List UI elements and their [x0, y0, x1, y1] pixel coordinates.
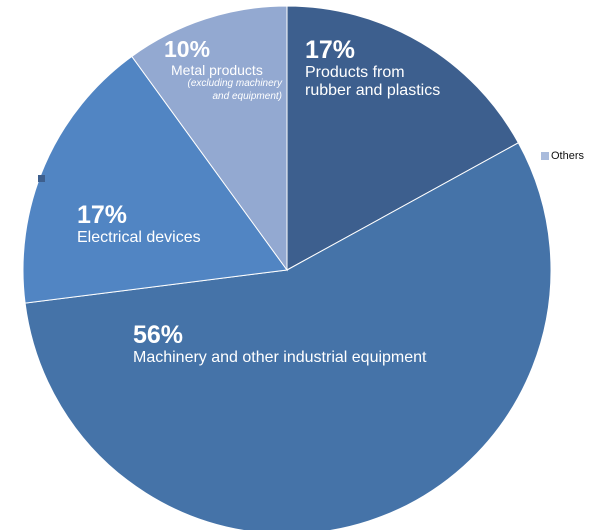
- slice-percent-rubber-plastics: 17%: [305, 36, 356, 64]
- slice-category-rubber-plastics-line1: Products from: [305, 64, 405, 81]
- slice-percent-metal-products: 10%: [164, 36, 211, 62]
- slice-percent-machinery: 56%: [133, 321, 184, 349]
- legend-marker: [38, 175, 45, 182]
- legend: Others: [541, 150, 584, 162]
- slice-electrical: [22, 55, 288, 304]
- slice-label-metal-products: 10% Metal products (excluding machinery …: [164, 36, 283, 103]
- legend-swatch-others: [541, 152, 549, 161]
- slice-category-machinery: Machinery and other industrial equipment: [133, 349, 427, 366]
- slice-machinery: [24, 142, 552, 530]
- slice-label-electrical: 17% Electrical devices: [77, 201, 201, 247]
- slice-category-electrical: Electrical devices: [77, 229, 201, 246]
- slice-category-rubber-plastics-line2: rubber and plastics: [305, 81, 441, 99]
- slice-metal-products: [131, 5, 288, 272]
- slice-category-metal-products: Metal products: [171, 61, 263, 78]
- slice-label-rubber-plastics: 17% Products from rubber and plastics: [305, 36, 440, 100]
- slice-label-machinery: 56% Machinery and other industrial equip…: [133, 321, 427, 367]
- legend-label-others: Others: [551, 150, 585, 162]
- slice-note-metal-products-line1: (excluding machinery: [187, 78, 283, 90]
- slice-percent-electrical: 17%: [77, 201, 128, 229]
- slice-rubber-plastics: [286, 5, 520, 271]
- slice-note-metal-products-line2: and equipment): [212, 90, 283, 102]
